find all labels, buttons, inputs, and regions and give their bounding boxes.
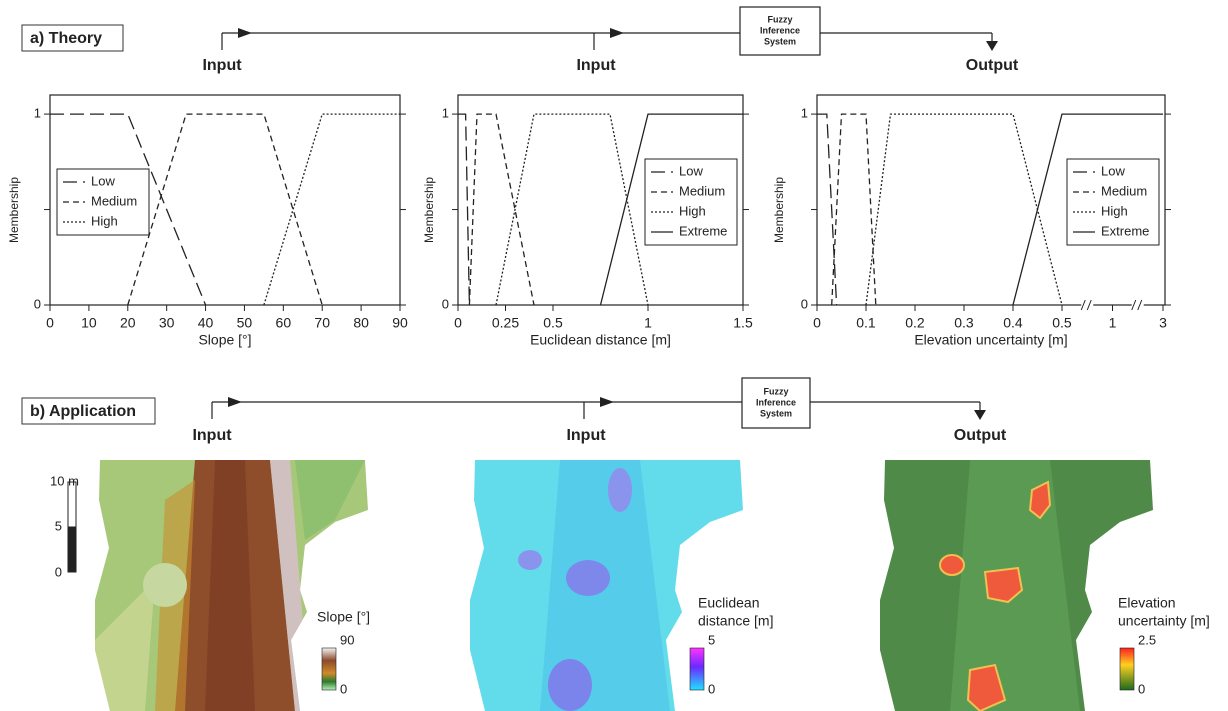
colorbar [690,648,704,690]
x-axis-label: Elevation uncertainty [m] [914,332,1067,348]
x-tick-label: 90 [392,315,408,331]
x-tick-label: 1 [1109,315,1117,331]
colorbar-min: 0 [1138,681,1145,696]
colorbar-min: 0 [708,681,715,696]
x-tick-label: 1.5 [733,315,753,331]
page: {"panel_a": {"label": "a) Theory", "inpu… [0,0,1228,711]
x-tick-label: 40 [198,315,214,331]
x-tick-label: 10 [81,315,97,331]
colorbar-title: Slope [°] [317,609,370,625]
fis-text: System [760,408,792,418]
panel-label: b) Application [30,403,136,420]
x-tick-label: 0 [46,315,54,331]
colorbar-title: Euclidean [698,595,760,611]
arrowhead [610,28,624,38]
legend-label: Medium [91,193,137,208]
legend-label: Medium [679,183,725,198]
x-tick-label: 50 [237,315,253,331]
output-label: Output [954,427,1007,444]
scale-bar-tick: 0 [55,564,62,579]
arrowhead [600,397,614,407]
membership-line [866,114,1062,305]
legend-label: Medium [1101,183,1147,198]
fis-text: Inference [760,25,800,35]
x-tick-label: 0.5 [1052,315,1072,331]
x-axis-label: Slope [°] [198,332,251,348]
y-axis-label: Membership [772,177,786,243]
panel-label: a) Theory [30,30,102,47]
colorbar-title: uncertainty [m] [1118,613,1210,629]
x-axis-label: Euclidean distance [m] [530,332,671,348]
colorbar-max: 2.5 [1138,632,1156,647]
legend-label: High [679,203,706,218]
input-label: Input [566,427,606,444]
fis-text: Inference [756,397,796,407]
x-tick-label: 0.5 [543,315,563,331]
x-tick-label: 60 [276,315,292,331]
x-tick-label: 1 [644,315,652,331]
membership-line [458,114,469,305]
scale-bar-tick: 5 [55,518,62,533]
input-label: Input [576,57,616,74]
membership-line [496,114,648,305]
y-tick-label: 0 [442,296,449,311]
uncertainty-map [880,460,1160,711]
x-tick-label: 30 [159,315,175,331]
x-tick-label: 0 [454,315,462,331]
arrowhead [228,397,242,407]
x-tick-label: 0.3 [954,315,974,331]
y-tick-label: 1 [801,106,808,121]
scale-bar-title: 10 m [50,473,79,488]
membership-line [817,114,837,305]
scale-bar [68,482,76,527]
y-axis-label: Membership [7,177,21,243]
output-label: Output [966,57,1019,74]
legend-label: Low [1101,163,1125,178]
legend-label: Extreme [679,223,727,238]
arrowhead [238,28,252,38]
fis-text: Fuzzy [763,386,788,396]
y-tick-label: 0 [34,296,41,311]
legend-label: Low [91,173,115,188]
x-tick-label: 0 [813,315,821,331]
x-tick-label: 0.1 [856,315,876,331]
scale-bar [68,527,76,572]
x-tick-label: 0.4 [1003,315,1023,331]
colorbar-min: 0 [340,681,347,696]
y-tick-label: 1 [34,106,41,121]
distance-map [470,460,750,711]
y-tick-label: 1 [442,106,449,121]
input-label: Input [192,427,232,444]
x-tick-label: 80 [353,315,369,331]
figure: a) TheoryFuzzyInferenceSystemInputInputO… [0,0,1228,711]
x-tick-label: 3 [1159,315,1167,331]
x-tick-label: 70 [314,315,330,331]
fis-text: Fuzzy [767,14,792,24]
legend-label: Low [679,163,703,178]
colorbar [1120,648,1134,690]
y-tick-label: 0 [801,296,808,311]
membership-line [128,114,322,305]
colorbar [322,648,336,690]
colorbar-title: distance [m] [698,613,773,629]
x-tick-label: 0.25 [492,315,519,331]
colorbar-max: 90 [340,632,354,647]
legend-label: High [91,213,118,228]
arrowhead [974,410,986,420]
legend-label: High [1101,203,1128,218]
membership-line [264,114,400,305]
x-tick-label: 20 [120,315,136,331]
colorbar-max: 5 [708,632,715,647]
colorbar-title: Elevation [1118,595,1176,611]
y-axis-label: Membership [422,177,436,243]
input-label: Input [202,57,242,74]
legend-label: Extreme [1101,223,1149,238]
arrowhead [986,41,998,51]
x-tick-label: 0.2 [905,315,925,331]
fis-text: System [764,36,796,46]
